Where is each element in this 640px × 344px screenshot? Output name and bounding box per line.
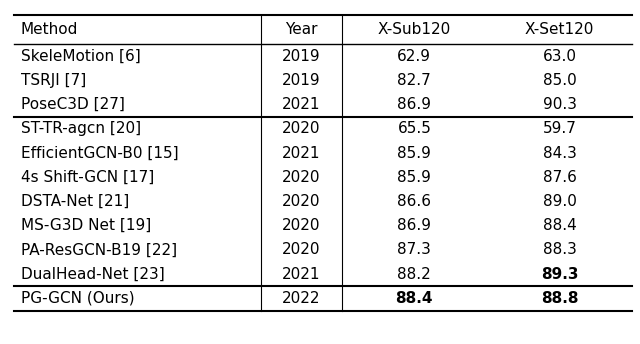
Text: 2020: 2020 xyxy=(282,121,321,136)
Text: 2019: 2019 xyxy=(282,73,321,88)
Text: 85.0: 85.0 xyxy=(543,73,577,88)
Text: 88.3: 88.3 xyxy=(543,243,577,257)
Text: 88.8: 88.8 xyxy=(541,291,579,306)
Text: 2021: 2021 xyxy=(282,97,321,112)
Text: 90.3: 90.3 xyxy=(543,97,577,112)
Text: 4s Shift-GCN [17]: 4s Shift-GCN [17] xyxy=(20,170,154,185)
Text: 2020: 2020 xyxy=(282,170,321,185)
Text: 86.6: 86.6 xyxy=(397,194,431,209)
Text: ST-TR-agcn [20]: ST-TR-agcn [20] xyxy=(20,121,141,136)
Text: 2019: 2019 xyxy=(282,49,321,64)
Text: 88.4: 88.4 xyxy=(396,291,433,306)
Text: PA-ResGCN-B19 [22]: PA-ResGCN-B19 [22] xyxy=(20,243,177,257)
Text: 86.9: 86.9 xyxy=(397,218,431,233)
Text: Year: Year xyxy=(285,22,318,37)
Text: 85.9: 85.9 xyxy=(397,146,431,161)
Text: 2020: 2020 xyxy=(282,243,321,257)
Text: 88.4: 88.4 xyxy=(543,218,577,233)
Text: 85.9: 85.9 xyxy=(397,170,431,185)
Text: 86.9: 86.9 xyxy=(397,97,431,112)
Text: DualHead-Net [23]: DualHead-Net [23] xyxy=(20,267,164,282)
Text: PoseC3D [27]: PoseC3D [27] xyxy=(20,97,124,112)
Text: 88.2: 88.2 xyxy=(397,267,431,282)
Text: TSRJI [7]: TSRJI [7] xyxy=(20,73,86,88)
Text: SkeleMotion [6]: SkeleMotion [6] xyxy=(20,49,140,64)
Text: 2022: 2022 xyxy=(282,291,321,306)
Text: 2020: 2020 xyxy=(282,218,321,233)
Text: X-Set120: X-Set120 xyxy=(525,22,595,37)
Text: 87.6: 87.6 xyxy=(543,170,577,185)
Text: 59.7: 59.7 xyxy=(543,121,577,136)
Text: 63.0: 63.0 xyxy=(543,49,577,64)
Text: 62.9: 62.9 xyxy=(397,49,431,64)
Text: 65.5: 65.5 xyxy=(397,121,431,136)
Text: 89.0: 89.0 xyxy=(543,194,577,209)
Text: 82.7: 82.7 xyxy=(397,73,431,88)
Text: 2021: 2021 xyxy=(282,267,321,282)
Text: 87.3: 87.3 xyxy=(397,243,431,257)
Text: 2021: 2021 xyxy=(282,146,321,161)
Text: MS-G3D Net [19]: MS-G3D Net [19] xyxy=(20,218,151,233)
Text: 2020: 2020 xyxy=(282,194,321,209)
Text: X-Sub120: X-Sub120 xyxy=(378,22,451,37)
Text: 89.3: 89.3 xyxy=(541,267,579,282)
Text: 84.3: 84.3 xyxy=(543,146,577,161)
Text: DSTA-Net [21]: DSTA-Net [21] xyxy=(20,194,129,209)
Text: Method: Method xyxy=(20,22,78,37)
Text: EfficientGCN-B0 [15]: EfficientGCN-B0 [15] xyxy=(20,146,178,161)
Text: PG-GCN (Ours): PG-GCN (Ours) xyxy=(20,291,134,306)
